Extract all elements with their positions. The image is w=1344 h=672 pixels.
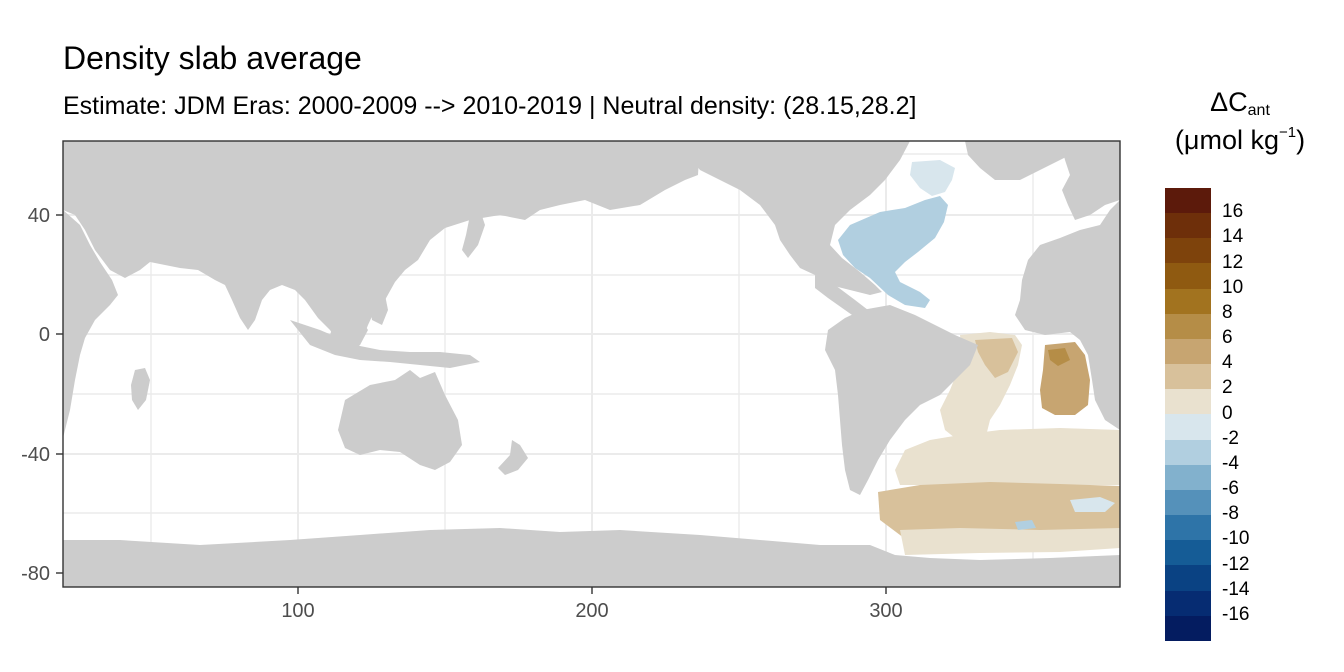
land-indonesia (290, 320, 480, 368)
land-eurasia (63, 141, 700, 355)
legend-tick-label: -10 (1222, 528, 1250, 550)
field-north-atlantic (838, 196, 948, 308)
legend-swatch (1165, 464, 1211, 490)
land-north-america (690, 141, 910, 295)
legend-title-quantity: ΔCant (1210, 87, 1270, 119)
legend-swatch (1165, 565, 1211, 591)
legend-title-unit: (μmol kg−1) (1174, 123, 1306, 155)
legend-swatch (1165, 313, 1211, 339)
legend-title: ΔCant (μmol kg−1) (1160, 84, 1320, 158)
legend-tick-label: -8 (1222, 503, 1239, 525)
legend-tick-label: 16 (1222, 201, 1244, 223)
legend-tick-label: 2 (1222, 377, 1233, 399)
land-central-america (815, 275, 875, 322)
land-madagascar (131, 368, 150, 410)
land-europe-west (1060, 141, 1120, 220)
chart-subtitle: Estimate: JDM Eras: 2000-2009 --> 2010-2… (63, 92, 917, 120)
field-south-atlantic-band (895, 428, 1120, 485)
legend-swatch (1165, 263, 1211, 289)
legend-tick-label: 12 (1222, 251, 1244, 273)
y-tick-label: 0 (39, 324, 50, 346)
legend-swatch (1165, 213, 1211, 239)
y-tick-label: -40 (21, 444, 50, 466)
chart-title: Density slab average (63, 40, 362, 76)
land-africa-west (1015, 141, 1120, 430)
axis-ticks (56, 214, 887, 594)
legend-swatch (1165, 238, 1211, 264)
legend-tick-label: 8 (1222, 301, 1233, 323)
legend-swatch (1165, 515, 1211, 541)
land-antarctica (63, 528, 1120, 587)
legend-swatch (1165, 615, 1211, 641)
x-tick-label: 200 (575, 600, 608, 622)
legend-colorbar (1165, 188, 1211, 641)
legend-tick-label: 6 (1222, 327, 1233, 348)
legend-tick-label: -12 (1222, 553, 1250, 575)
legend-tick-label: -4 (1222, 452, 1239, 474)
field-labrador (910, 160, 955, 196)
legend-swatch (1165, 439, 1211, 465)
land-philippines (370, 290, 388, 325)
legend-swatch (1165, 590, 1211, 616)
legend-swatch (1165, 540, 1211, 566)
legend-tick-label: 14 (1222, 226, 1244, 248)
y-tick-label: 40 (28, 205, 50, 227)
legend-swatch (1165, 288, 1211, 314)
legend-tick-label: -16 (1222, 603, 1250, 625)
land-africa-east (63, 210, 118, 438)
y-tick-label: -80 (21, 563, 50, 585)
field-weddell-blue (1015, 520, 1036, 530)
land-borneo (330, 318, 368, 345)
field-weddell-light (900, 528, 1120, 555)
data-fields (838, 160, 1120, 555)
x-tick-label: 300 (869, 600, 902, 622)
field-weddell-blue-2 (1070, 497, 1115, 512)
legend-tick-label: 0 (1222, 402, 1233, 424)
field-south-atlantic-tan (975, 338, 1018, 378)
legend-swatch (1165, 188, 1211, 214)
legend-tick-label: -14 (1222, 578, 1250, 600)
axis-tick-labels: 100 200 300 40 0 -40 -80 (21, 205, 903, 622)
legend-swatch (1165, 338, 1211, 365)
legend-swatch (1165, 389, 1211, 415)
land (63, 141, 1120, 587)
legend-swatch (1165, 414, 1211, 440)
land-south-america (825, 305, 978, 495)
land-japan (462, 210, 485, 258)
legend-swatch (1165, 364, 1211, 390)
land-new-zealand (498, 440, 528, 475)
land-australia (338, 370, 462, 470)
field-angola-core (1048, 348, 1070, 366)
land-greenland (965, 141, 1120, 180)
legend-tick-label: 4 (1222, 352, 1233, 374)
legend-swatch (1165, 489, 1211, 516)
legend-tick-label: 10 (1222, 276, 1244, 298)
legend-tick-label: -2 (1222, 427, 1239, 449)
legend-tick-label: -6 (1222, 478, 1239, 499)
x-tick-label: 100 (281, 600, 314, 622)
